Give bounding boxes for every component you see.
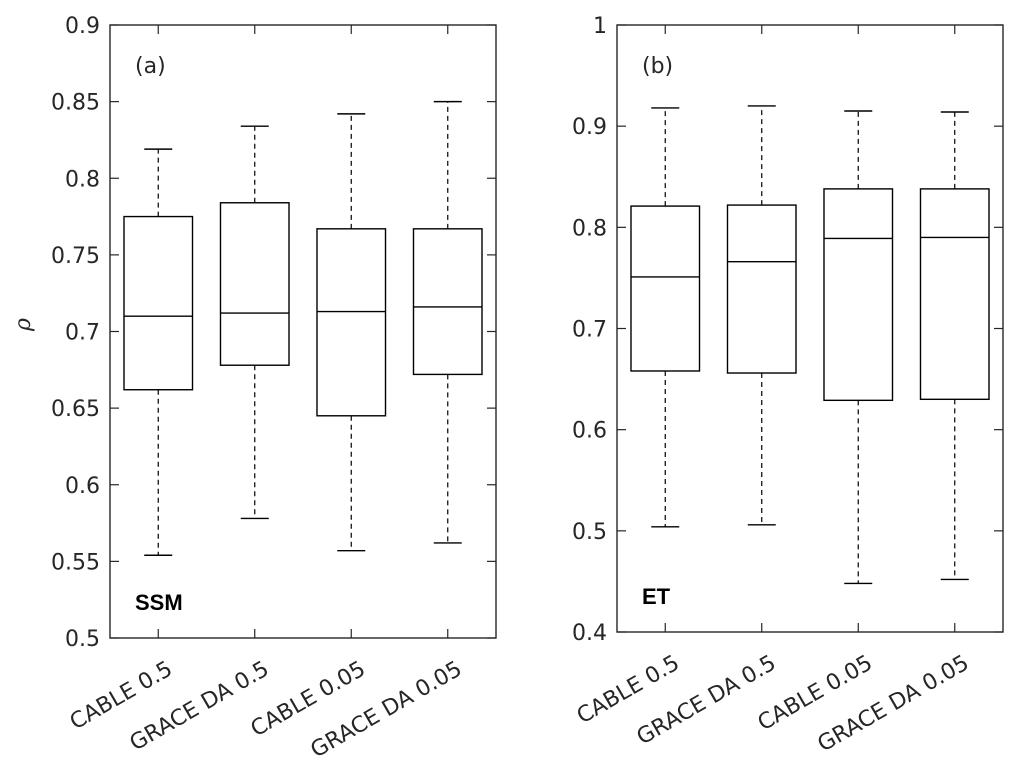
y-tick-label: 0.6: [65, 474, 100, 499]
y-tick-label: 0.8: [65, 167, 100, 192]
box-0: [630, 107, 701, 528]
y-tick-label: 0.75: [51, 244, 100, 269]
y-tick-label: 0.6: [572, 419, 607, 444]
panel-label: (b): [642, 54, 673, 79]
box-2: [823, 110, 894, 585]
y-tick-label: 0.5: [65, 627, 100, 652]
y-axis-label: ρ: [11, 318, 36, 332]
y-tick-label: 0.65: [51, 397, 100, 422]
box-1: [726, 105, 797, 526]
box-3: [412, 100, 483, 544]
y-tick-label: 0.85: [51, 91, 100, 116]
y-tick-label: 0.7: [572, 318, 607, 343]
box-iqr: [823, 188, 894, 402]
y-tick-label: 1: [593, 14, 607, 39]
panel-label: (a): [135, 54, 166, 79]
box-iqr: [726, 204, 797, 374]
y-tick-label: 0.9: [572, 115, 607, 140]
box-iqr: [316, 228, 387, 417]
variable-label: SSM: [135, 590, 183, 615]
variable-label: ET: [642, 584, 671, 609]
y-tick-label: 0.7: [65, 321, 100, 346]
y-tick-label: 0.55: [51, 550, 100, 575]
box-iqr: [412, 228, 483, 376]
y-tick-label: 0.8: [572, 216, 607, 241]
plot-frame: [616, 24, 1004, 633]
plot-frame: [109, 24, 497, 639]
box-iqr: [219, 202, 290, 366]
y-tick-label: 0.9: [65, 14, 100, 39]
box-3: [919, 111, 990, 581]
box-iqr: [630, 205, 701, 372]
box-0: [123, 148, 194, 556]
box-iqr: [123, 215, 194, 391]
box-2: [316, 113, 387, 552]
y-tick-label: 0.4: [572, 621, 607, 646]
y-tick-label: 0.5: [572, 520, 607, 545]
box-1: [219, 125, 290, 520]
box-iqr: [919, 188, 990, 401]
